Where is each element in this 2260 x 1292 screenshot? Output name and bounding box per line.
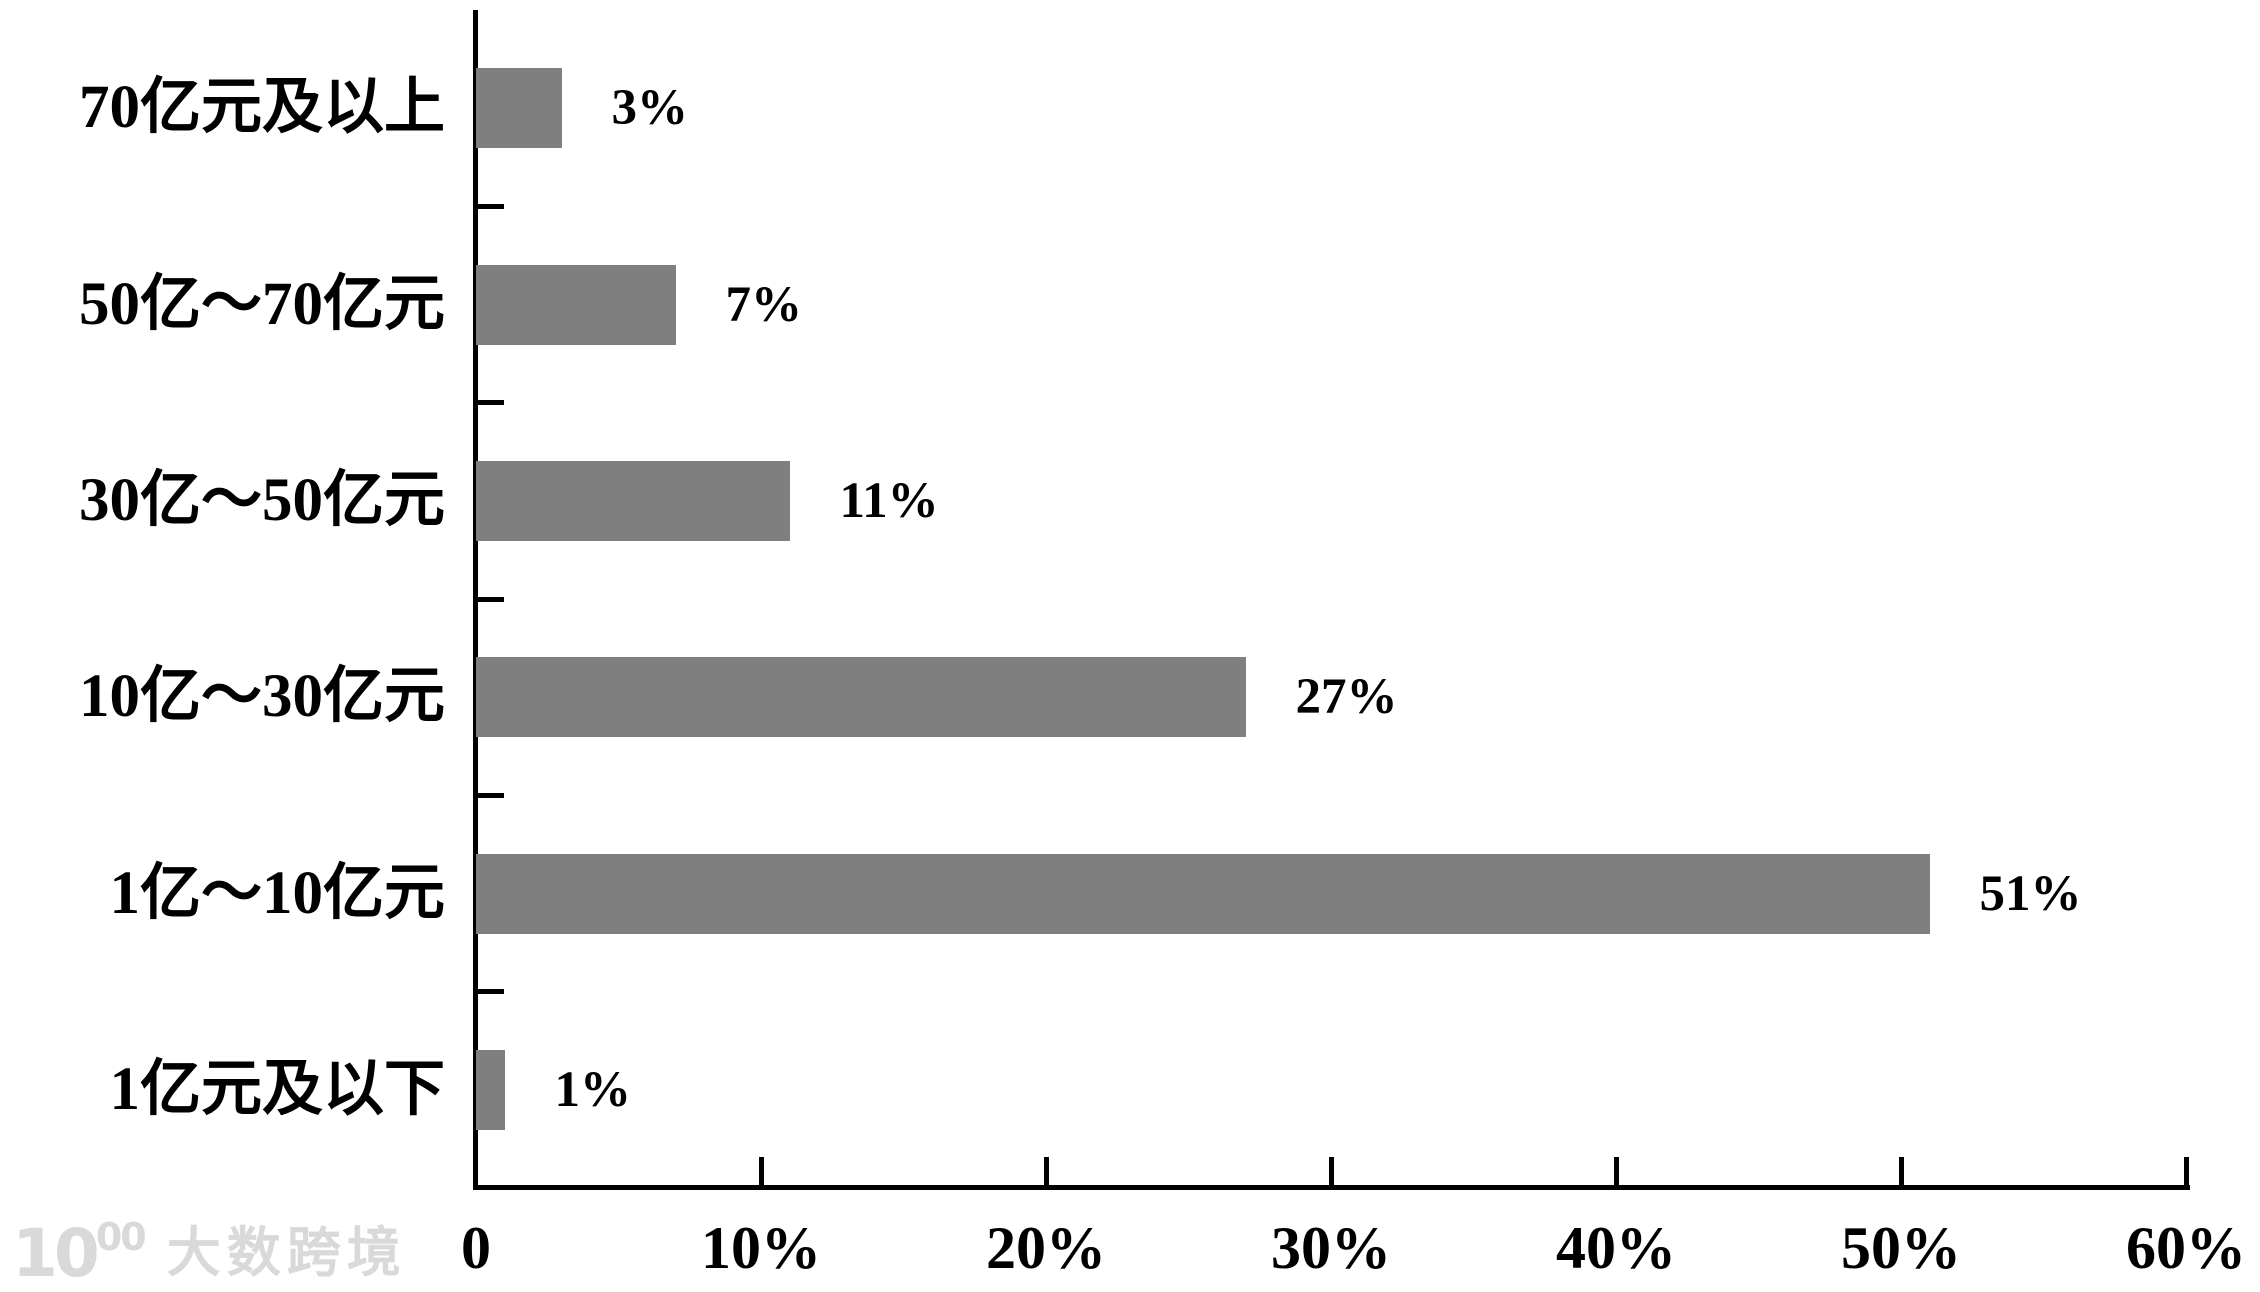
value-label: 7% — [725, 276, 803, 333]
x-axis-tick — [1613, 1157, 1619, 1185]
x-axis-tick — [1328, 1157, 1334, 1185]
x-axis-tick-label: 20% — [986, 1215, 1106, 1281]
x-axis-tick — [2183, 1157, 2189, 1185]
category-label: 10亿～30亿元 — [78, 663, 445, 731]
x-axis-tick — [758, 1157, 764, 1185]
watermark: 1000 大数跨境 — [12, 1208, 407, 1292]
watermark-logo-icon: 1000 — [12, 1215, 147, 1292]
category-label: 70亿元及以上 — [78, 74, 445, 142]
x-axis-tick-label: 30% — [1271, 1215, 1391, 1281]
x-axis-tick-label: 50% — [1841, 1215, 1961, 1281]
x-axis-line — [473, 1185, 2190, 1190]
x-axis-tick — [1898, 1157, 1904, 1185]
category-label: 1亿～10亿元 — [109, 859, 445, 927]
x-axis-tick-label: 40% — [1556, 1215, 1676, 1281]
x-axis-tick-label: 60% — [2126, 1215, 2246, 1281]
value-label: 51% — [1979, 865, 2082, 922]
y-axis-tick — [478, 596, 504, 602]
bar — [476, 264, 676, 345]
value-label: 11% — [839, 472, 939, 529]
category-label: 50亿～70亿元 — [78, 270, 445, 338]
y-axis-line — [473, 10, 478, 1190]
y-axis-tick — [478, 400, 504, 406]
category-label: 30亿～50亿元 — [78, 466, 445, 534]
y-axis-tick — [478, 203, 504, 209]
value-label: 27% — [1295, 669, 1398, 726]
bar — [476, 1049, 505, 1130]
watermark-brand-text: 大数跨境 — [166, 1221, 407, 1284]
category-label: 1亿元及以下 — [109, 1055, 445, 1123]
x-axis-tick — [1043, 1157, 1049, 1185]
value-label: 3% — [611, 80, 689, 137]
x-axis-tick-label: 10% — [701, 1215, 821, 1281]
bar — [476, 853, 1930, 934]
bar — [476, 657, 1246, 738]
value-label: 1% — [554, 1061, 632, 1118]
x-axis-tick-label: 0 — [461, 1215, 491, 1281]
y-axis-tick — [478, 989, 504, 995]
bar — [476, 68, 562, 149]
bar — [476, 460, 790, 541]
y-axis-tick — [478, 792, 504, 798]
